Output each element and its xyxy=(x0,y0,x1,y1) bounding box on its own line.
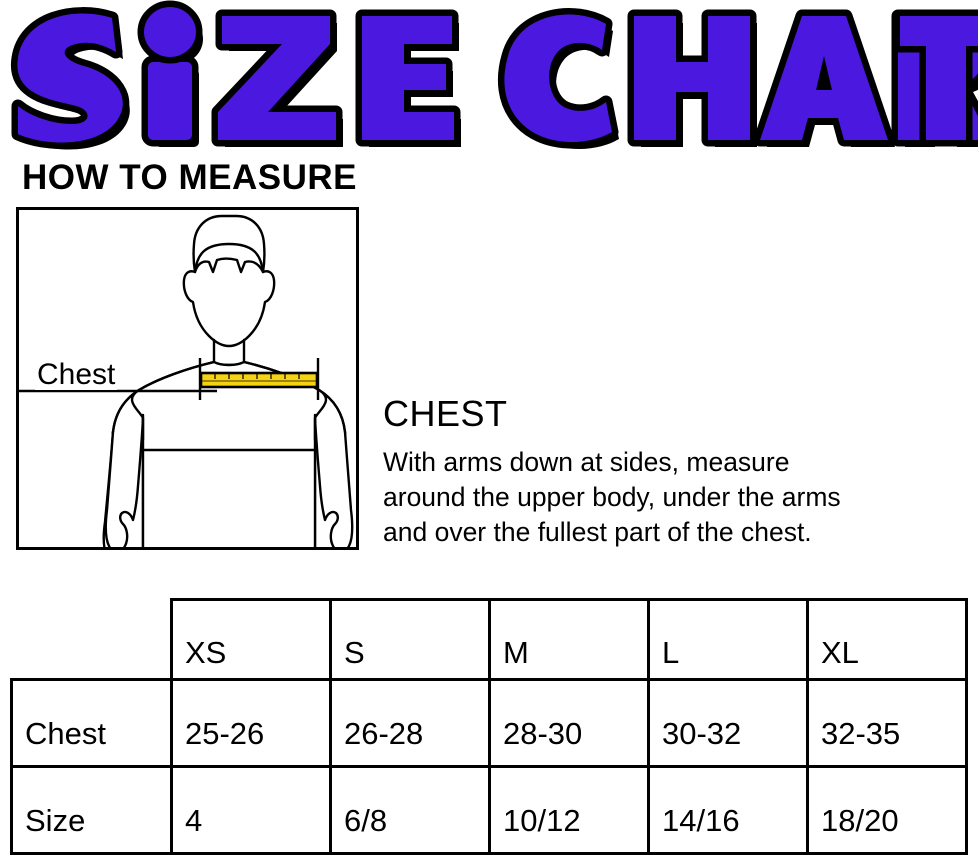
chest-description-line-1: With arms down at sides, measure xyxy=(383,446,790,477)
cell-size-m: 10/12 xyxy=(488,765,650,855)
male-torso-figure-icon xyxy=(19,214,354,547)
table-corner-cell xyxy=(12,600,172,680)
size-chart-table: XS S M L XL Chest 25-26 26-28 28-30 30-3… xyxy=(10,598,968,855)
row-label-chest: Chest xyxy=(10,678,173,768)
row-label-size: Size xyxy=(10,765,173,855)
cell-chest-xl: 32-35 xyxy=(806,678,968,768)
table-header-xl: XL xyxy=(806,598,968,681)
table-header-s: S xyxy=(329,598,491,681)
chest-description-line-2: around the upper body, under the arms xyxy=(383,482,841,513)
cell-chest-s: 26-28 xyxy=(329,678,491,768)
cell-chest-xs: 25-26 xyxy=(170,678,332,768)
cell-size-s: 6/8 xyxy=(329,765,491,855)
table-header-l: L xyxy=(647,598,809,681)
table-row-chest: Chest 25-26 26-28 28-30 30-32 32-35 xyxy=(10,678,968,768)
table-header-xs: XS xyxy=(170,598,332,681)
how-to-measure-diagram: Chest xyxy=(16,207,359,550)
cell-size-xs: 4 xyxy=(170,765,332,855)
chest-measure-label: Chest xyxy=(35,358,118,391)
cell-chest-m: 28-30 xyxy=(488,678,650,768)
chest-heading: CHEST xyxy=(383,393,508,434)
how-to-measure-heading: HOW TO MEASURE xyxy=(22,158,357,197)
chest-description-line-3: and over the fullest part of the chest. xyxy=(383,517,812,548)
tape-measure-icon xyxy=(199,371,319,389)
cell-chest-l: 30-32 xyxy=(647,678,809,768)
table-row-size: Size 4 6/8 10/12 14/16 18/20 xyxy=(10,765,968,855)
cell-size-l: 14/16 xyxy=(647,765,809,855)
page-title: .ttl-fill { fill: #4B18E0; } .ttl-stroke… xyxy=(0,0,978,150)
table-header-m: M xyxy=(488,598,650,681)
size-chart-title-art: .ttl-fill { fill: #4B18E0; } .ttl-stroke… xyxy=(11,0,978,150)
cell-size-xl: 18/20 xyxy=(806,765,968,855)
chest-description-section: CHEST With arms down at sides, measure a… xyxy=(383,395,841,551)
table-header-row: XS S M L XL xyxy=(12,598,968,681)
chest-description-text: With arms down at sides, measure around … xyxy=(383,445,841,551)
